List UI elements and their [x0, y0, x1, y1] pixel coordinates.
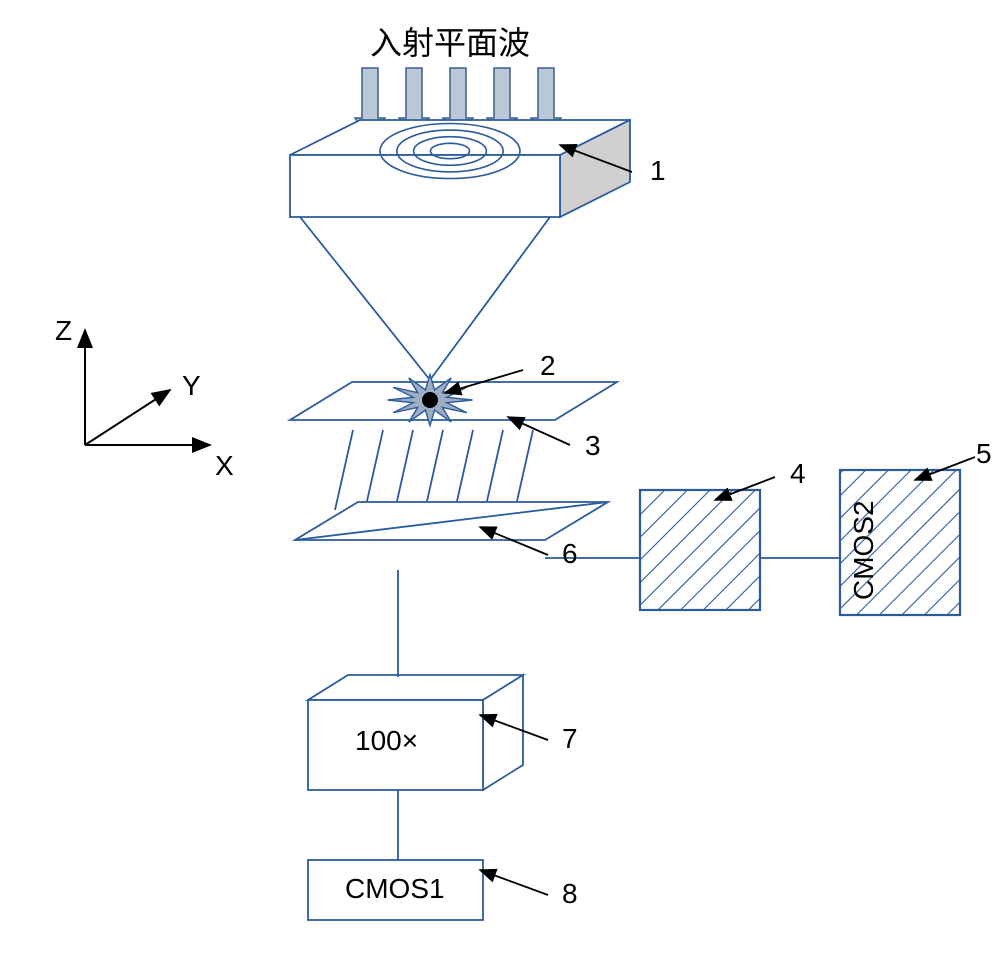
label-1: 1 [650, 155, 666, 187]
focus-cone [300, 217, 550, 380]
cmos2-label: CMOS2 [848, 500, 880, 600]
label-2: 2 [540, 350, 556, 382]
metalens-slab [290, 120, 630, 217]
axis-z: Z [55, 315, 72, 347]
sample-plane [290, 375, 617, 426]
label-4: 4 [790, 458, 806, 490]
label-8: 8 [562, 878, 578, 910]
beam-splitter [295, 502, 608, 540]
label-5: 5 [976, 438, 992, 470]
axis-y: Y [182, 370, 201, 402]
label-3: 3 [585, 430, 601, 462]
diagram-svg [0, 0, 1000, 979]
scatter-lines [335, 430, 533, 510]
box-4 [640, 490, 760, 610]
label-6: 6 [562, 538, 578, 570]
cmos1-label: CMOS1 [345, 873, 445, 905]
axis-x: X [215, 450, 234, 482]
objective-label: 100× [355, 725, 418, 757]
label-7: 7 [562, 723, 578, 755]
